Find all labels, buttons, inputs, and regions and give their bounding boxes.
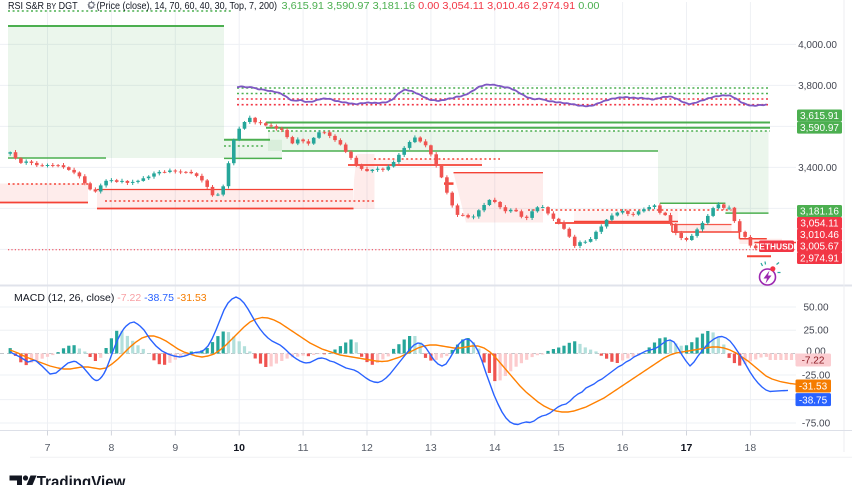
svg-text:8: 8 bbox=[108, 442, 114, 454]
svg-text:3,400.00: 3,400.00 bbox=[798, 163, 837, 174]
svg-text:0.00: 0.00 bbox=[806, 347, 826, 358]
svg-text:3,590.97: 3,590.97 bbox=[800, 123, 839, 134]
svg-text:-25.00: -25.00 bbox=[802, 371, 831, 382]
svg-text:RSI S&R BY DGT C (Price (cl: RSI S&R BY DGT C (Price (close), 14, 70,… bbox=[8, 1, 277, 12]
svg-text:3,181.16: 3,181.16 bbox=[800, 207, 839, 218]
svg-text:10: 10 bbox=[233, 442, 245, 454]
svg-text:-75.00: -75.00 bbox=[802, 419, 831, 430]
svg-text:3,615.91: 3,615.91 bbox=[800, 111, 839, 122]
svg-text:7: 7 bbox=[45, 442, 51, 454]
svg-text:-7.22: -7.22 bbox=[802, 356, 825, 367]
svg-text:18: 18 bbox=[745, 442, 757, 454]
svg-text:11: 11 bbox=[298, 442, 309, 454]
svg-text:25.00: 25.00 bbox=[803, 326, 828, 337]
svg-text:4,000.00: 4,000.00 bbox=[798, 40, 837, 51]
svg-text:17: 17 bbox=[681, 442, 693, 454]
svg-text:TradingView: TradingView bbox=[37, 474, 126, 485]
svg-text:3,005.67: 3,005.67 bbox=[800, 242, 839, 253]
svg-text:9: 9 bbox=[172, 442, 178, 454]
svg-text:13: 13 bbox=[425, 442, 437, 454]
svg-text:15: 15 bbox=[553, 442, 565, 454]
svg-text:3,615.91 3,590.97 3,181.16 0.0: 3,615.91 3,590.97 3,181.16 0.00 3,054.11… bbox=[282, 1, 600, 12]
svg-text:-38.75: -38.75 bbox=[799, 395, 828, 406]
svg-text:MACD (12, 26, close) -7.22 -38: MACD (12, 26, close) -7.22 -38.75 -31.53 bbox=[14, 292, 207, 304]
svg-text:50.00: 50.00 bbox=[803, 303, 828, 314]
svg-text:12: 12 bbox=[361, 442, 373, 454]
svg-text:3,054.11: 3,054.11 bbox=[800, 219, 839, 230]
svg-text:14: 14 bbox=[489, 442, 501, 454]
svg-text:3,010.46: 3,010.46 bbox=[800, 230, 839, 241]
svg-text:2,974.91: 2,974.91 bbox=[800, 254, 839, 265]
svg-text:3,800.00: 3,800.00 bbox=[798, 81, 837, 92]
svg-text:-31.53: -31.53 bbox=[799, 382, 828, 393]
svg-text:ETHUSD: ETHUSD bbox=[759, 242, 793, 252]
svg-text:16: 16 bbox=[617, 442, 629, 454]
